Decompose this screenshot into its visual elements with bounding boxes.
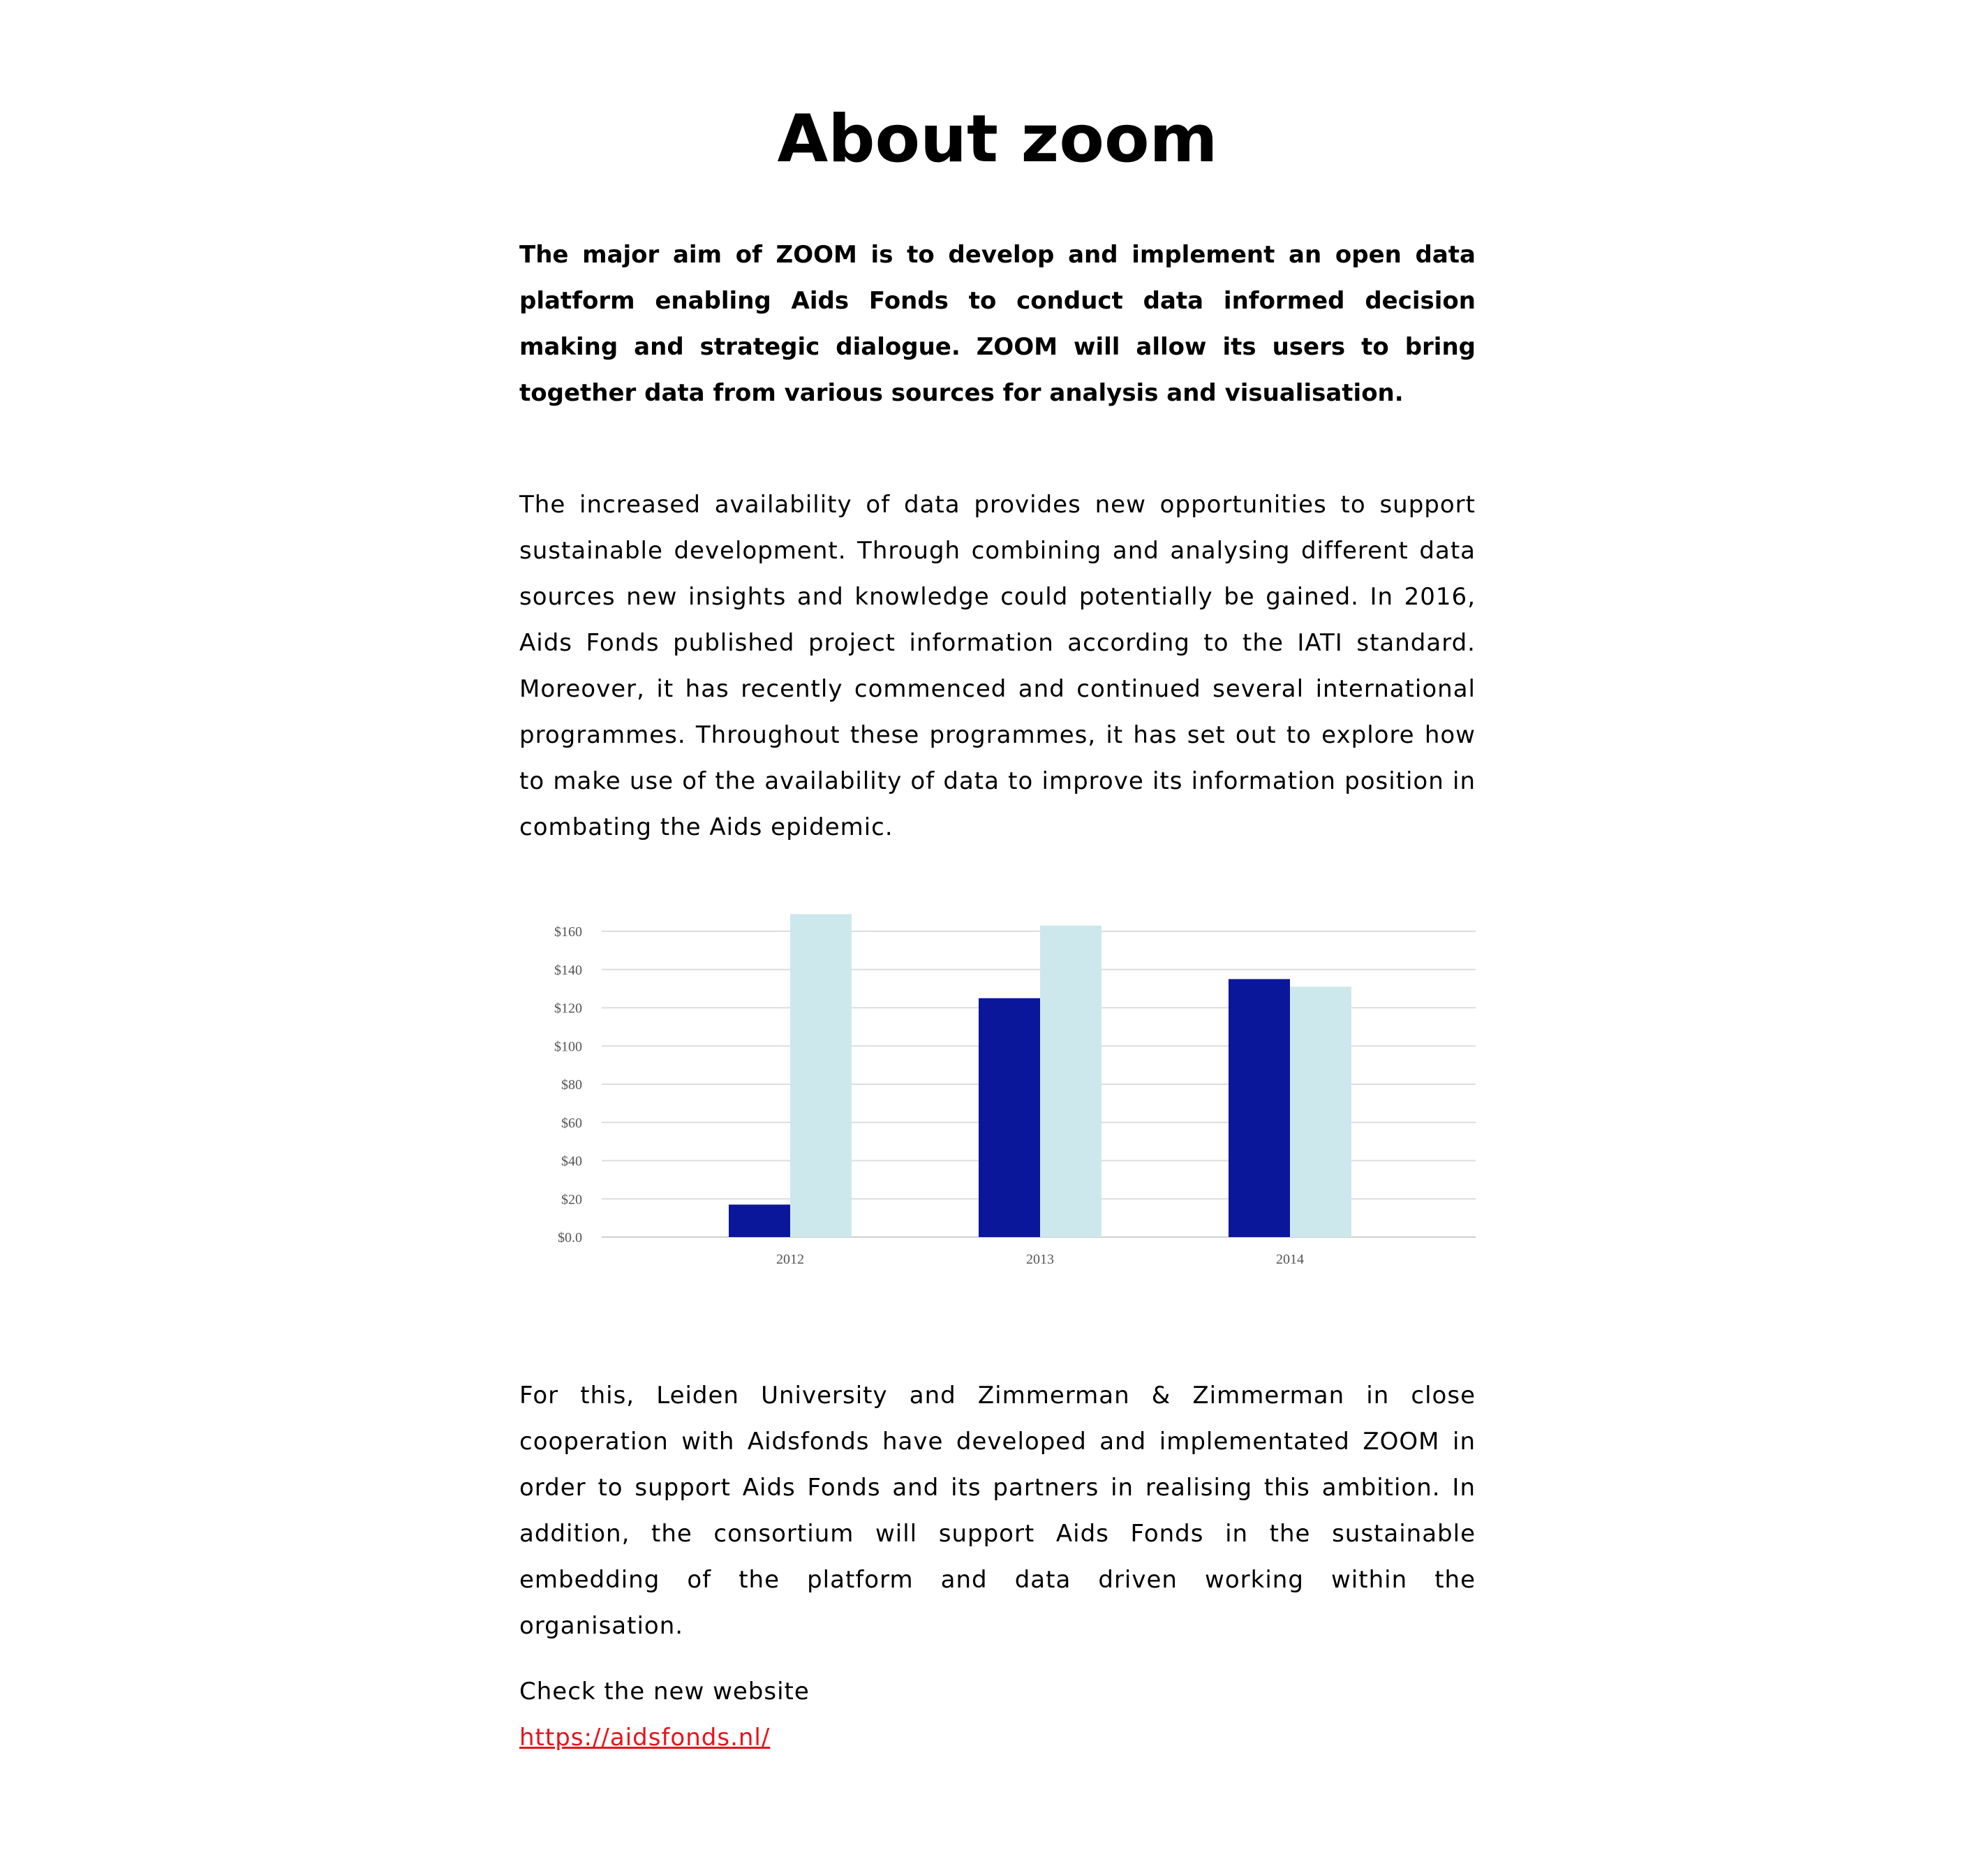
chart-y-tick-label: $160 — [554, 924, 582, 940]
bar-chart: $0.0$20$40$60$80$100$120$140$160 2012 201… — [554, 914, 1476, 1267]
chart-y-tick-label: $140 — [554, 963, 582, 978]
chart-bar — [1040, 925, 1101, 1237]
chart-y-tick-label: $60 — [561, 1116, 582, 1131]
chart-x-tick-label: 2014 — [1276, 1252, 1304, 1267]
chart-bars — [729, 914, 1351, 1237]
chart-y-tick-label: $80 — [561, 1077, 582, 1093]
chart-x-tick-label: 2013 — [1026, 1252, 1054, 1267]
body-paragraph-2: For this, Leiden University and Zimmerma… — [519, 1382, 1476, 1640]
chart-y-tick-label: $120 — [554, 1001, 582, 1016]
website-callout: Check the new website https://aidsfonds.… — [519, 1669, 1476, 1761]
chart-y-axis: $0.0 $20 $40 $60 $80 $100 $120 $140 $160 — [554, 924, 582, 1245]
chart-bar — [790, 914, 852, 1237]
chart-bar — [979, 998, 1040, 1237]
chart-x-tick-label: 2012 — [776, 1252, 804, 1267]
chart-y-tick-label: $20 — [561, 1192, 582, 1207]
intro-paragraph: The major aim of ZOOM is to develop and … — [519, 241, 1476, 407]
chart-bar — [1229, 979, 1290, 1237]
aidsfonds-link[interactable]: https://aidsfonds.nl/ — [519, 1724, 771, 1752]
chart-bar — [1290, 986, 1351, 1237]
page-title: About zoom — [777, 101, 1218, 177]
chart-y-tick-label: $100 — [554, 1039, 582, 1054]
website-callout-text: Check the new website — [519, 1678, 810, 1706]
chart-bar — [729, 1204, 790, 1237]
chart-y-tick-label: $40 — [561, 1154, 582, 1169]
body-paragraph-1: The increased availability of data provi… — [519, 491, 1476, 841]
chart-y-tick-label: $0.0 — [558, 1230, 582, 1245]
chart-x-axis: 2012 2013 2014 — [776, 1252, 1304, 1267]
